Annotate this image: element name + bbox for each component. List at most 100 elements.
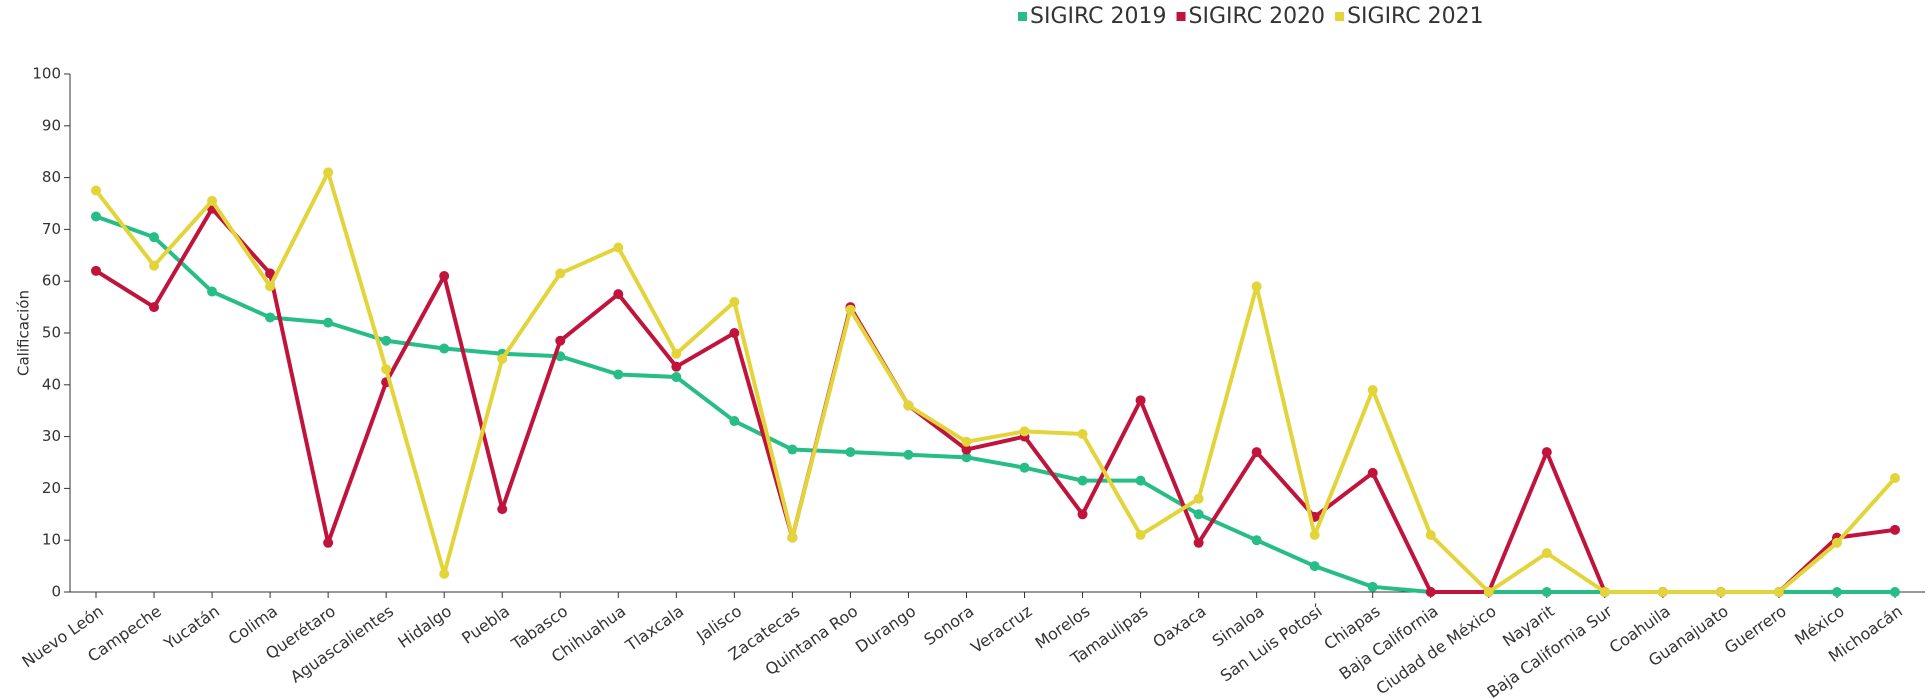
point: [903, 400, 914, 411]
x-tick-label: Hidalgo: [394, 601, 455, 651]
point: [1135, 475, 1146, 486]
point: [1309, 561, 1320, 572]
point: [323, 317, 334, 328]
point: [149, 302, 160, 313]
y-axis-label: Calificación: [15, 290, 33, 376]
y-tick-label: 90: [42, 116, 61, 134]
x-tick-label: Yucatán: [160, 601, 223, 653]
x-tick-label: Puebla: [458, 601, 513, 647]
point: [1890, 587, 1900, 597]
point: [671, 372, 682, 383]
point: [961, 452, 972, 463]
y-tick-label: 50: [42, 324, 61, 342]
point: [729, 328, 740, 338]
point: [1541, 548, 1552, 559]
point: [555, 268, 566, 279]
point: [961, 436, 972, 447]
point: [1425, 587, 1436, 597]
legend-swatch: [1335, 12, 1345, 21]
point: [1367, 384, 1378, 395]
point: [1193, 537, 1204, 548]
point: [787, 444, 798, 455]
point: [903, 449, 914, 460]
point: [729, 416, 740, 427]
point: [381, 335, 392, 346]
point: [1425, 530, 1436, 541]
point: [1483, 587, 1494, 597]
point: [787, 532, 798, 543]
point: [1019, 426, 1030, 437]
point: [845, 447, 856, 458]
y-tick-label: 20: [42, 479, 61, 497]
point: [91, 185, 101, 196]
point: [439, 568, 450, 579]
point: [1251, 535, 1262, 546]
point: [265, 281, 276, 292]
point: [149, 260, 160, 271]
x-tick-label: Oaxaca: [1149, 601, 1209, 651]
point: [323, 537, 334, 548]
point: [1831, 537, 1842, 548]
point: [671, 361, 682, 372]
x-tick-label: San Luis Potosí: [1217, 601, 1326, 685]
y-tick-label: 100: [32, 65, 61, 83]
point: [497, 353, 508, 364]
x-tick-label: Tlaxcala: [621, 601, 687, 655]
y-tick-label: 0: [51, 583, 61, 601]
point: [1657, 587, 1668, 597]
point: [1135, 395, 1146, 406]
point: [1077, 475, 1088, 486]
y-tick-label: 30: [42, 427, 61, 445]
legend-label: SIGIRC 2021: [1347, 4, 1484, 29]
point: [1541, 587, 1552, 597]
series-line: [95, 214, 1895, 594]
point: [1831, 587, 1842, 597]
x-tick-label: Durango: [852, 601, 919, 656]
point: [439, 271, 450, 282]
point: [1367, 581, 1378, 592]
point: [1599, 587, 1610, 597]
y-tick-label: 60: [42, 272, 61, 290]
point: [1193, 493, 1204, 504]
point: [207, 286, 218, 297]
y-tick-label: 40: [42, 375, 61, 393]
point: [1890, 524, 1900, 535]
point: [1077, 509, 1088, 520]
point: [1251, 447, 1262, 458]
point: [613, 369, 624, 380]
point: [381, 364, 392, 375]
point: [729, 296, 740, 307]
point: [91, 211, 101, 222]
point: [323, 167, 334, 178]
x-tick-label: Aguascalientes: [287, 601, 397, 686]
point: [1251, 281, 1262, 292]
point: [613, 242, 624, 253]
x-tick-label: Veracruz: [967, 601, 1035, 657]
point: [439, 343, 450, 354]
point: [265, 312, 276, 323]
series-line: [94, 170, 1897, 594]
point: [1715, 587, 1726, 597]
legend-label: SIGIRC 2019: [1030, 4, 1167, 29]
point: [1541, 447, 1552, 458]
point: [149, 232, 160, 243]
point: [613, 289, 624, 300]
point: [207, 195, 218, 206]
point: [961, 444, 972, 455]
point: [497, 504, 508, 515]
point: [1367, 467, 1378, 478]
point: [671, 348, 682, 359]
point: [1773, 587, 1784, 597]
point: [1077, 429, 1088, 440]
y-tick-label: 80: [42, 168, 61, 186]
point: [555, 335, 566, 346]
point: [1135, 530, 1146, 541]
legend-swatch: [1176, 12, 1186, 21]
point: [845, 304, 856, 315]
legend-label: SIGIRC 2020: [1189, 4, 1326, 29]
point: [1309, 530, 1320, 541]
series-line: [94, 206, 1896, 594]
y-tick-label: 10: [42, 531, 61, 549]
point: [1890, 473, 1900, 484]
